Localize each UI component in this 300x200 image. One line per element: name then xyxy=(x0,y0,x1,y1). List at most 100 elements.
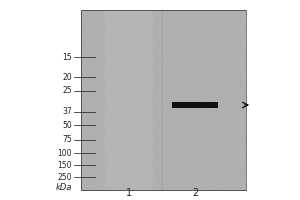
Point xyxy=(107,153,112,156)
Point xyxy=(238,116,242,119)
Point xyxy=(224,17,228,21)
Point xyxy=(184,30,189,33)
Point xyxy=(146,23,151,26)
Point xyxy=(100,109,105,112)
Point xyxy=(166,150,171,154)
Point xyxy=(102,20,106,23)
Point xyxy=(141,63,146,66)
Point xyxy=(191,44,196,48)
Point xyxy=(219,28,224,32)
Point xyxy=(208,127,213,130)
Point xyxy=(173,65,178,69)
Point xyxy=(244,41,248,44)
Point xyxy=(225,137,230,140)
Point xyxy=(88,10,92,13)
Point xyxy=(155,74,160,77)
Point xyxy=(197,67,202,70)
Point xyxy=(91,58,96,62)
Point xyxy=(140,146,145,149)
Point xyxy=(90,139,95,142)
Point xyxy=(194,115,198,118)
Point xyxy=(163,167,167,170)
Point xyxy=(189,57,194,60)
Point xyxy=(210,142,214,145)
Point xyxy=(118,133,123,136)
Point xyxy=(99,74,103,77)
Point xyxy=(181,149,186,153)
Point xyxy=(214,164,219,167)
Point xyxy=(179,102,184,105)
Point xyxy=(175,83,180,87)
Point xyxy=(130,84,135,87)
Point xyxy=(193,56,197,59)
Point xyxy=(114,121,118,124)
Point xyxy=(136,180,140,183)
Point xyxy=(177,159,182,163)
Point xyxy=(108,52,112,55)
Point xyxy=(106,168,111,171)
Point xyxy=(157,86,162,90)
Point xyxy=(212,94,217,97)
Point xyxy=(209,13,214,16)
Point xyxy=(172,12,177,15)
Point xyxy=(119,159,124,162)
Point xyxy=(238,166,243,169)
Point xyxy=(136,102,140,105)
Point xyxy=(218,63,222,66)
Point xyxy=(234,171,239,174)
Point xyxy=(80,61,84,64)
Point xyxy=(241,82,246,85)
Point xyxy=(191,163,196,166)
Point xyxy=(90,157,94,160)
Point xyxy=(140,169,145,173)
Point xyxy=(149,164,154,167)
Point xyxy=(185,21,190,24)
Point xyxy=(228,154,233,158)
Point xyxy=(92,153,97,156)
Point xyxy=(112,175,117,179)
Point xyxy=(97,22,102,25)
Point xyxy=(207,86,212,89)
Point xyxy=(221,13,226,16)
Point xyxy=(94,151,99,154)
Point xyxy=(85,44,89,47)
Point xyxy=(126,184,130,187)
Point xyxy=(113,31,118,35)
Point xyxy=(228,186,233,189)
Point xyxy=(84,171,89,174)
Point xyxy=(204,81,209,84)
Point xyxy=(110,141,114,145)
Point xyxy=(179,58,184,61)
Point xyxy=(89,21,94,24)
Point xyxy=(241,25,246,28)
Point xyxy=(124,156,129,160)
Point xyxy=(144,52,149,55)
Point xyxy=(144,72,149,75)
Point xyxy=(86,74,91,77)
Point xyxy=(97,32,102,35)
Point xyxy=(132,104,137,107)
Point xyxy=(133,124,137,128)
Point xyxy=(177,102,182,105)
Point xyxy=(136,36,141,39)
Point xyxy=(121,55,126,58)
Point xyxy=(241,88,246,91)
Point xyxy=(164,24,169,27)
Point xyxy=(137,54,142,57)
Point xyxy=(191,141,196,145)
Point xyxy=(212,160,216,163)
Point xyxy=(123,83,128,87)
Point xyxy=(223,65,227,69)
Point xyxy=(171,103,176,106)
Point xyxy=(160,136,165,139)
Point xyxy=(222,130,227,134)
Point xyxy=(100,52,104,55)
Point xyxy=(145,174,149,177)
Point xyxy=(94,13,99,16)
Point xyxy=(122,63,126,66)
Point xyxy=(110,34,115,37)
Point xyxy=(121,159,126,162)
Point xyxy=(148,174,152,177)
Point xyxy=(105,177,110,180)
Point xyxy=(135,63,140,67)
